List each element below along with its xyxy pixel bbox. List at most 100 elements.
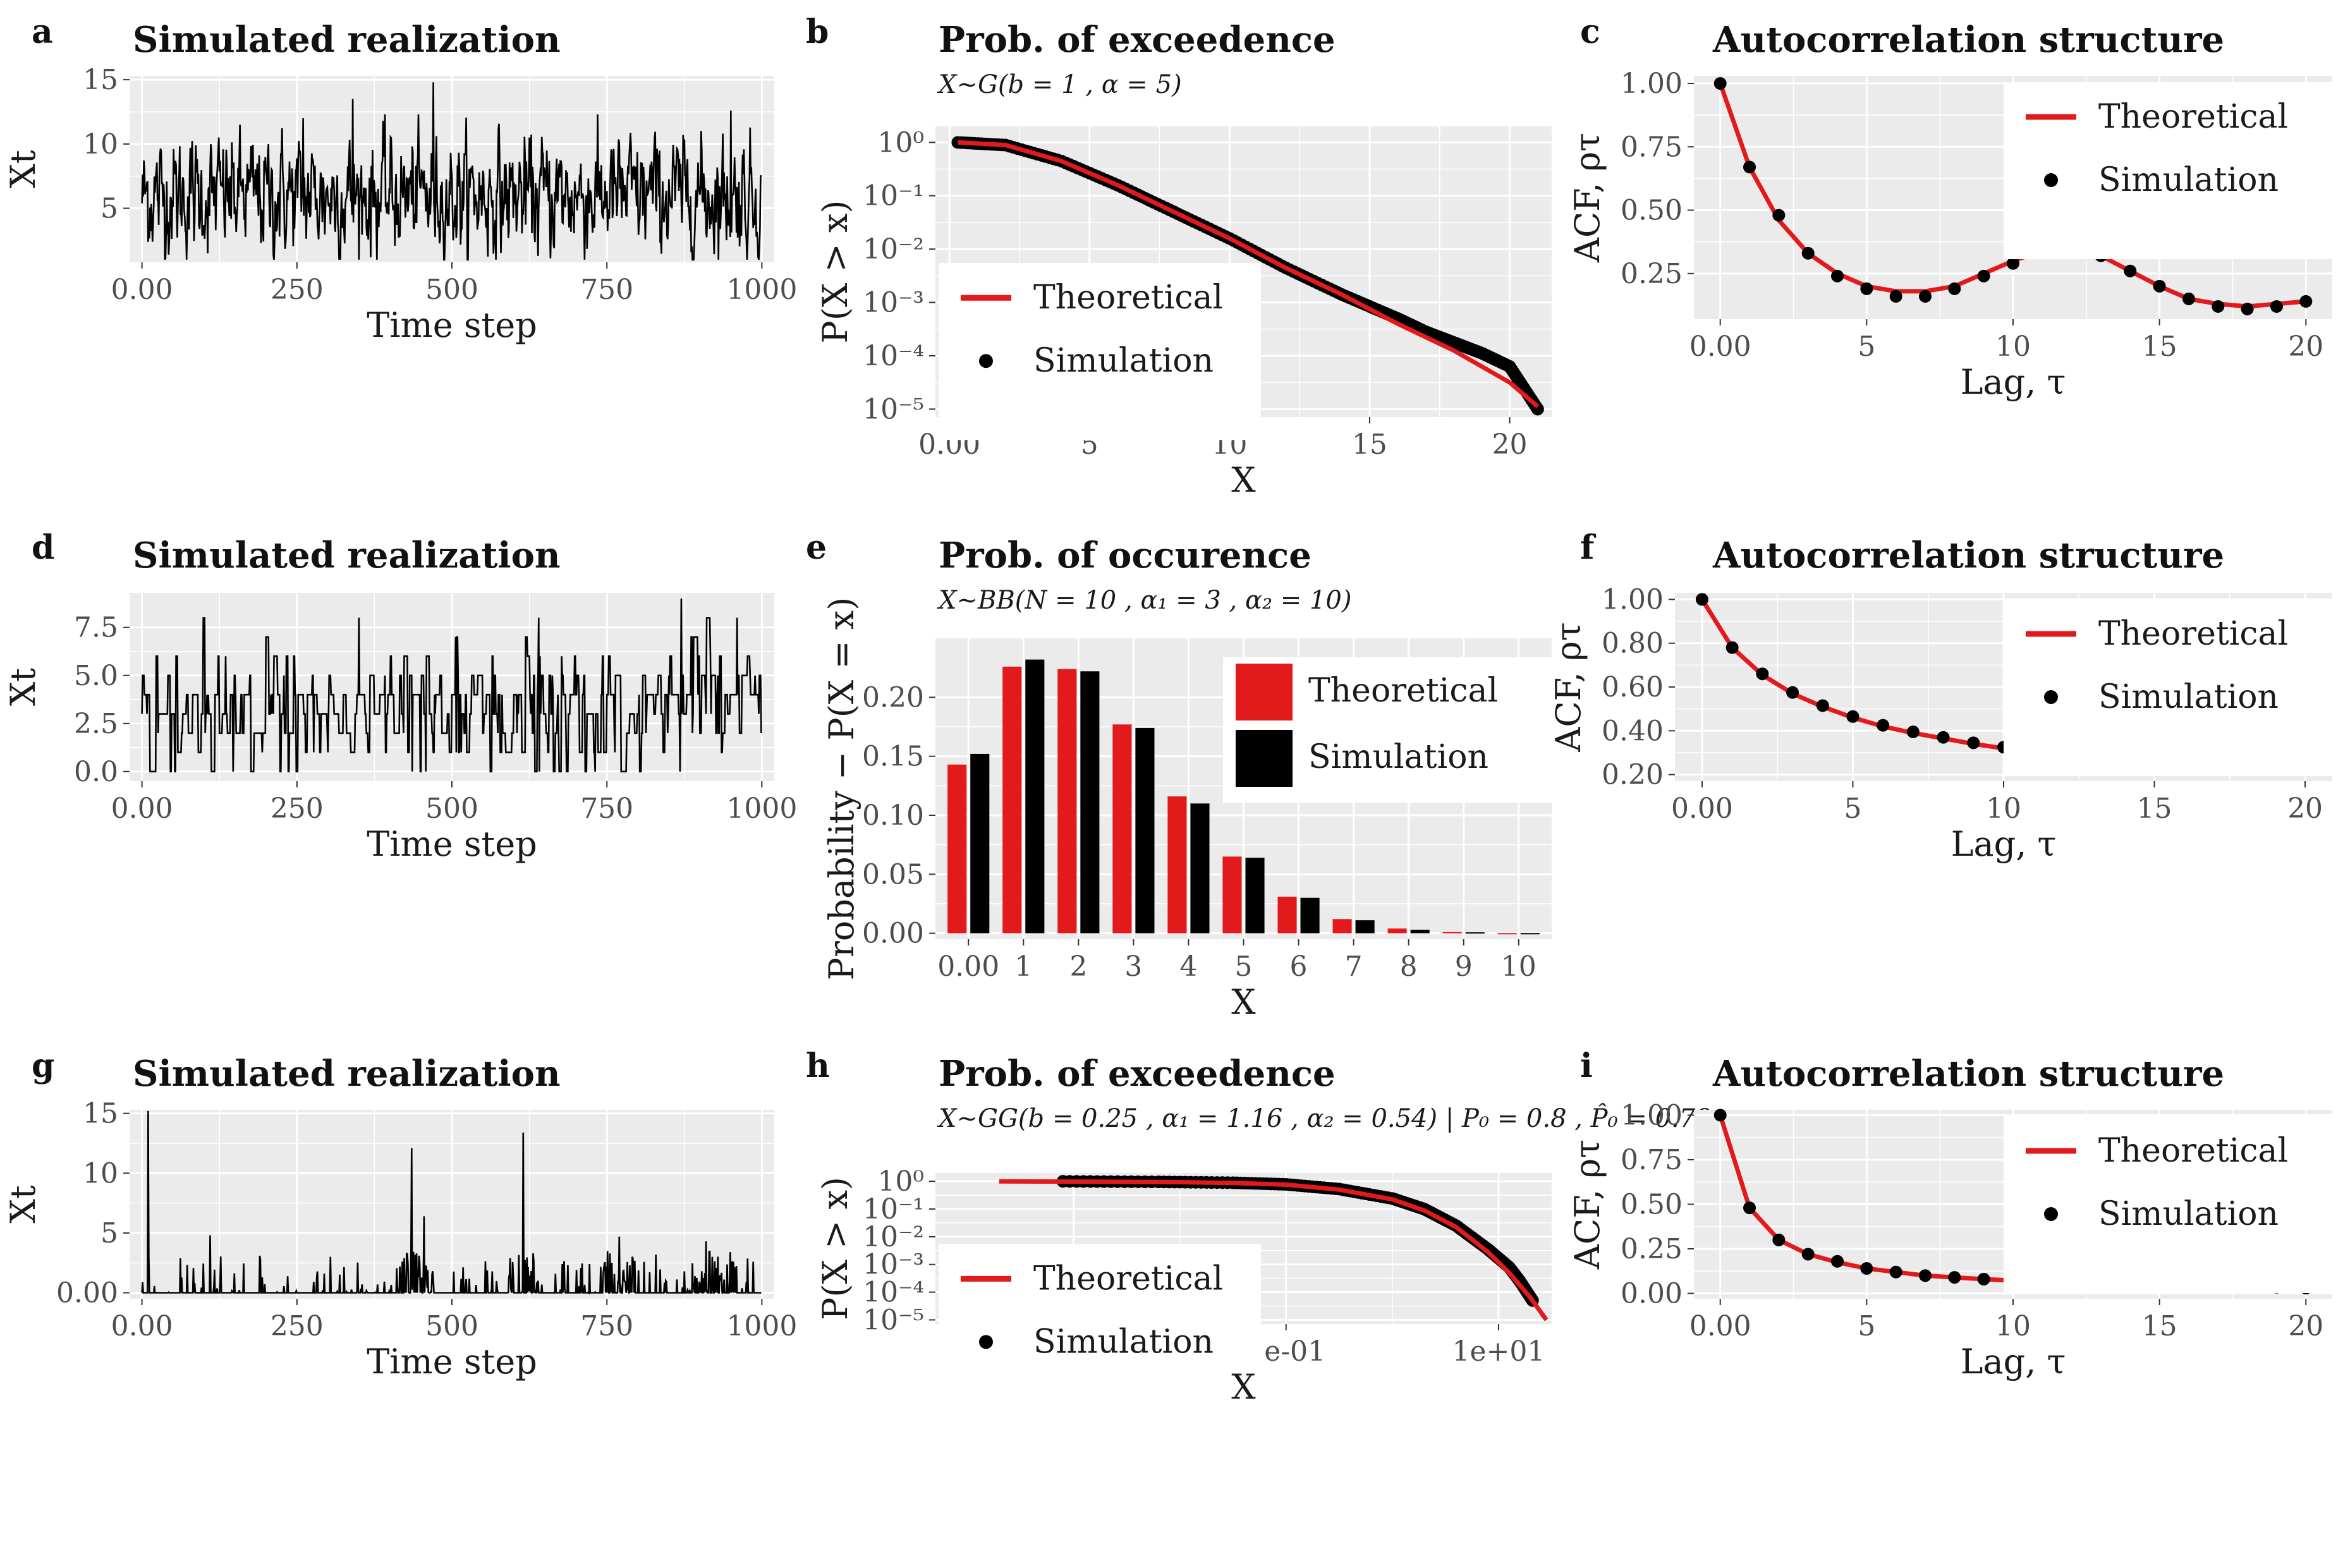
y-tick-label: 10⁻¹	[863, 180, 924, 212]
x-tick-label: 0.00	[1689, 1310, 1751, 1342]
y-tick-label: 15	[83, 64, 118, 96]
simulation-point	[1801, 1248, 1815, 1261]
y-tick-label: 10⁻³	[863, 287, 924, 319]
plot-e: 0.00 1 2 3 4 5 6 7 8 9 10 0.00 0.05 0.10 0.15 0.20 Theor…	[822, 597, 1552, 1022]
panel-subtitle-e: X~BB(N = 10 , α₁ = 3 , α₂ = 10)	[937, 586, 1351, 615]
panel-title-i: Autocorrelation structure	[1712, 1053, 2224, 1095]
simulation-point	[1860, 1262, 1873, 1275]
x-tick-label: 20	[2288, 331, 2323, 363]
bar-simulation	[1080, 671, 1100, 933]
y-axis-label: ACF, ρτ	[1567, 1140, 1607, 1270]
x-tick-label: 15	[2142, 1310, 2177, 1342]
y-tick-label: 0.0	[74, 756, 118, 788]
x-tick-label: 0.00	[111, 793, 173, 825]
panel-title-g: Simulated realization	[133, 1053, 561, 1095]
panel-title-d: Simulated realization	[133, 535, 561, 576]
legend-theoretical-label: Theoretical	[1033, 1260, 1223, 1298]
legend-theoretical-key	[1236, 664, 1293, 720]
panel-letter-i: i	[1580, 1047, 1593, 1085]
simulation-point	[1743, 1201, 1756, 1215]
panel-title-e: Prob. of occurence	[939, 535, 1311, 576]
panel-a: a Simulated realization	[32, 13, 561, 61]
legend-simulation-key	[2044, 173, 2058, 187]
bar-simulation	[1190, 803, 1210, 933]
y-tick-label: 10⁻²	[863, 1221, 924, 1253]
panel-letter-h: h	[806, 1047, 830, 1085]
simulation-point	[1725, 641, 1739, 654]
legend-simulation-label: Simulation	[1033, 1323, 1214, 1361]
simulation-point	[1816, 699, 1829, 712]
panel-d: d Simulated realization	[32, 528, 561, 576]
x-tick-label: 9	[1455, 951, 1473, 983]
x-tick-label: 15	[2137, 793, 2172, 825]
legend-theoretical-label: Theoretical	[2098, 615, 2288, 653]
simulation-point	[1967, 736, 1980, 750]
y-tick-label: 10	[83, 128, 118, 161]
x-axis-label: Lag, τ	[1961, 1342, 2066, 1382]
simulation-point	[1786, 686, 1799, 699]
y-tick-label: 0.00	[862, 918, 924, 950]
panel-letter-g: g	[32, 1047, 54, 1085]
y-tick-label: 2.5	[74, 708, 118, 740]
simulation-point	[2007, 257, 2019, 270]
y-axis-label: Xt	[3, 1185, 43, 1223]
legend-simulation-label: Simulation	[2098, 1195, 2279, 1233]
x-tick-label: 0.00	[111, 1310, 173, 1342]
y-axis-label: P(X > x)	[815, 200, 855, 344]
panel-c: c Autocorrelation structure	[1580, 13, 2224, 61]
plot-h: 1e-031e-011e+0110⁰10⁻¹10⁻²10⁻³10⁻⁴10⁻⁵Th…	[815, 1165, 1552, 1421]
simulation-point	[1906, 726, 1920, 739]
x-axis-label: X	[1231, 1367, 1256, 1407]
bar-simulation	[1520, 933, 1540, 935]
simulation-point	[1801, 246, 1815, 260]
x-tick-label: 2	[1069, 951, 1087, 983]
x-tick-label: 0.00	[937, 951, 999, 983]
panel-title-h: Prob. of exceedence	[939, 1053, 1336, 1095]
series-line	[141, 82, 762, 261]
x-tick-label: 6	[1290, 951, 1308, 983]
panel-subtitle-h: X~GG(b = 0.25 , α₁ = 1.16 , α₂ = 0.54) |…	[937, 1104, 1712, 1133]
simulation-point	[1713, 77, 1727, 90]
bar-theoretical	[1442, 932, 1462, 933]
simulation-point	[1756, 667, 1769, 681]
bar-simulation	[1465, 932, 1485, 934]
panel-title-f: Autocorrelation structure	[1712, 535, 2224, 576]
bar-theoretical	[1497, 933, 1517, 935]
legend-simulation-key	[979, 1335, 993, 1349]
simulation-point	[1977, 269, 1990, 283]
y-axis-label: Probability − P(X = x)	[822, 597, 861, 981]
x-tick-label: 0.00	[1689, 331, 1751, 363]
y-tick-label: 0.75	[1621, 1144, 1683, 1176]
y-tick-label: 10⁻³	[863, 1249, 924, 1281]
legend-box	[939, 263, 1261, 441]
x-tick-label: 7	[1345, 951, 1363, 983]
simulation-point	[1877, 719, 1890, 732]
y-tick-label: 5	[100, 1217, 118, 1249]
simulation-point	[2212, 300, 2225, 313]
simulation-point	[1695, 593, 1708, 606]
legend-box	[2004, 599, 2332, 776]
y-axis-label: Xt	[3, 150, 43, 188]
legend-simulation-label: Simulation	[2098, 161, 2279, 199]
simulation-point	[2241, 302, 2254, 315]
x-axis-label: Time step	[367, 305, 537, 345]
y-tick-label: 10⁻⁴	[863, 340, 924, 372]
x-tick-label: 250	[271, 274, 324, 306]
simulation-point	[1889, 1265, 1902, 1279]
x-tick-label: 500	[425, 793, 478, 825]
simulation-point	[1937, 731, 1950, 744]
x-tick-label: 10	[1986, 793, 2021, 825]
legend-theoretical-label: Theoretical	[1308, 672, 1498, 710]
y-tick-label: 10⁻⁵	[863, 1304, 924, 1336]
y-tick-label: 1.00	[1621, 68, 1683, 100]
plot-d: 0.00 250 500 750 1000 0.0 2.5 5.0 7.5 Time step Xt	[3, 593, 797, 864]
x-tick-label: 10	[1995, 1310, 2031, 1342]
bar-simulation	[1300, 897, 1320, 933]
x-tick-label: 0.00	[1671, 793, 1733, 825]
y-tick-label: 10⁻⁵	[863, 393, 924, 425]
x-axis-label: Lag, τ	[1951, 824, 2057, 864]
y-tick-label: 0.60	[1602, 671, 1664, 703]
simulation-point	[1919, 1269, 1932, 1282]
x-tick-label: 1	[1014, 951, 1032, 983]
